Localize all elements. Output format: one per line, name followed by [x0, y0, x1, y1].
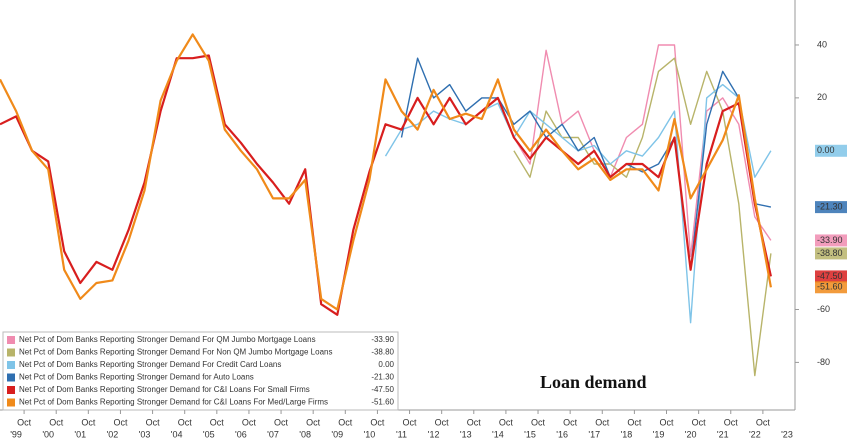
legend-label: Net Pct of Dom Banks Reporting Stronger …	[19, 398, 328, 407]
x-tick-label: Oct	[49, 417, 64, 427]
y-tick-label: -80	[817, 357, 830, 367]
x-tick-label: Oct	[338, 417, 353, 427]
value-tag	[815, 144, 847, 157]
legend-label: Net Pct of Dom Banks Reporting Stronger …	[19, 385, 310, 394]
x-tick-label: Oct	[210, 417, 225, 427]
year-label: '12	[428, 429, 440, 439]
x-tick-label: Oct	[81, 417, 96, 427]
legend-value: 0.00	[378, 360, 394, 369]
legend-swatch	[7, 386, 15, 394]
year-label: '00	[42, 429, 54, 439]
y-tick-label: 20	[817, 92, 827, 102]
legend-swatch	[7, 398, 15, 407]
year-label: '05	[203, 429, 215, 439]
year-label: '23	[781, 429, 793, 439]
x-tick-label: Oct	[178, 417, 193, 427]
year-label: '20	[685, 429, 697, 439]
x-tick-label: Oct	[435, 417, 450, 427]
series-line	[400, 57, 772, 271]
x-tick-label: Oct	[274, 417, 289, 427]
legend-swatch	[7, 373, 15, 382]
x-tick-label: Oct	[499, 417, 514, 427]
x-tick-label: Oct	[595, 417, 610, 427]
series-line	[0, 33, 772, 311]
legend-swatch	[7, 336, 15, 344]
x-tick-label: Oct	[531, 417, 546, 427]
x-tick-label: Oct	[467, 417, 482, 427]
year-label: '11	[396, 429, 407, 439]
value-tag	[815, 247, 847, 260]
year-label: '15	[524, 429, 536, 439]
value-tag-label: -47.50	[817, 271, 843, 281]
value-tag	[815, 201, 847, 214]
x-tick-label: Oct	[756, 417, 771, 427]
year-label: '17	[588, 429, 600, 439]
legend-value: -47.50	[371, 385, 394, 394]
series-line	[0, 54, 772, 316]
legend-value: -38.80	[371, 348, 394, 357]
year-label: '08	[299, 429, 311, 439]
legend-swatch	[7, 348, 15, 357]
legend-value: -33.90	[371, 335, 394, 344]
year-label: '21	[717, 429, 729, 439]
x-tick-label: Oct	[306, 417, 321, 427]
value-tag-label: -38.80	[817, 248, 843, 258]
value-tag-label: -51.60	[817, 282, 843, 292]
year-label: '07	[267, 429, 279, 439]
year-label: '09	[331, 429, 343, 439]
y-tick-label: 40	[817, 39, 827, 49]
year-label: '01	[74, 429, 86, 439]
value-tag	[815, 234, 847, 247]
value-tag	[815, 281, 847, 294]
chart-title: Loan demand	[540, 372, 647, 392]
series-line	[513, 44, 772, 258]
year-label: '03	[139, 429, 151, 439]
legend-value: -21.30	[371, 373, 394, 382]
value-tag-label: -33.90	[817, 235, 843, 245]
x-tick-label: Oct	[627, 417, 642, 427]
x-tick-label: Oct	[242, 417, 257, 427]
year-label: '06	[235, 429, 247, 439]
year-label: '04	[171, 429, 183, 439]
year-label: '99	[10, 429, 22, 439]
x-tick-label: Oct	[17, 417, 32, 427]
x-tick-label: Oct	[724, 417, 739, 427]
legend-label: Net Pct of Dom Banks Reporting Stronger …	[19, 360, 281, 369]
legend-label: Net Pct of Dom Banks Reporting Stronger …	[19, 335, 316, 344]
value-tag	[815, 270, 847, 283]
year-label: '13	[460, 429, 472, 439]
y-tick-label: -60	[817, 304, 830, 314]
x-tick-label: Oct	[563, 417, 578, 427]
legend-swatch	[7, 361, 15, 369]
x-tick-label: Oct	[113, 417, 128, 427]
legend-label: Net Pct of Dom Banks Reporting Stronger …	[19, 348, 332, 357]
year-label: '16	[556, 429, 568, 439]
legend-label: Net Pct of Dom Banks Reporting Stronger …	[19, 373, 254, 382]
x-tick-label: Oct	[146, 417, 161, 427]
year-label: '10	[364, 429, 376, 439]
x-tick-label: Oct	[403, 417, 418, 427]
x-tick-label: Oct	[370, 417, 385, 427]
year-label: '02	[107, 429, 119, 439]
x-tick-label: Oct	[660, 417, 675, 427]
year-label: '14	[492, 429, 504, 439]
legend-value: -51.60	[371, 398, 394, 407]
year-label: '22	[749, 429, 761, 439]
value-tag-label: 0.00	[817, 145, 835, 155]
year-label: '18	[620, 429, 632, 439]
value-tag-label: -21.30	[817, 201, 843, 211]
legend-box	[2, 331, 399, 411]
x-tick-label: Oct	[692, 417, 707, 427]
year-label: '19	[653, 429, 665, 439]
